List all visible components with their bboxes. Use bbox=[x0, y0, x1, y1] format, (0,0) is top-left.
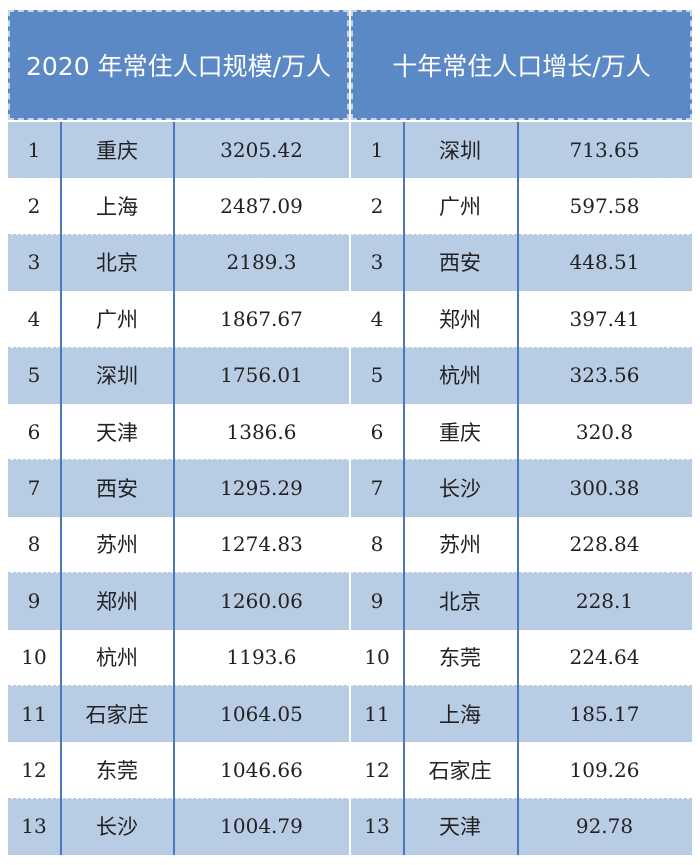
left-city-cell: 广州 bbox=[96, 307, 138, 332]
left-value-cell: 1193.6 bbox=[226, 645, 297, 670]
right-rank-cell: 8 bbox=[370, 532, 384, 557]
left-city-cell: 北京 bbox=[96, 251, 138, 276]
right-rank-cell: 10 bbox=[364, 645, 390, 670]
left-rank-cell: 11 bbox=[21, 701, 47, 726]
left-city-cell: 石家庄 bbox=[85, 702, 149, 727]
left-city-cell: 长沙 bbox=[96, 815, 138, 840]
right-city-cell: 苏州 bbox=[439, 533, 481, 558]
left-value-cell: 2487.09 bbox=[220, 194, 303, 219]
right-value-cell: 713.65 bbox=[569, 137, 640, 162]
right-city-cell: 长沙 bbox=[439, 477, 481, 502]
left-value-cell: 3205.42 bbox=[220, 137, 303, 162]
right-rank-cell: 3 bbox=[370, 250, 384, 275]
right-city-cell: 深圳 bbox=[439, 138, 481, 163]
right-header-title: 十年常住人口增长/万人 bbox=[351, 10, 692, 120]
right-city-cell: 重庆 bbox=[439, 420, 481, 445]
left-value-cell: 1064.05 bbox=[220, 701, 303, 726]
left-value-cell: 1004.79 bbox=[220, 814, 303, 839]
left-rank-cell: 9 bbox=[27, 588, 41, 613]
left-rank-cell: 10 bbox=[21, 645, 47, 670]
left-city-cell: 深圳 bbox=[96, 364, 138, 389]
right-rank-cell: 12 bbox=[364, 757, 390, 782]
left-rank-cell: 2 bbox=[27, 194, 41, 219]
right-rank-cell: 1 bbox=[370, 137, 384, 162]
left-rank-cell: 5 bbox=[27, 363, 41, 388]
right-value-cell: 224.64 bbox=[569, 645, 640, 670]
right-value-cell: 448.51 bbox=[569, 250, 640, 275]
left-rank-cell: 1 bbox=[27, 137, 41, 162]
left-value-cell: 1295.29 bbox=[220, 476, 303, 501]
left-header-title: 2020 年常住人口规模/万人 bbox=[8, 10, 349, 120]
right-rank-cell: 13 bbox=[364, 814, 390, 839]
left-rank-cell: 4 bbox=[27, 306, 41, 331]
right-rank-cell: 9 bbox=[370, 588, 384, 613]
right-value-cell: 320.8 bbox=[575, 419, 634, 444]
right-value-cell: 109.26 bbox=[569, 757, 640, 782]
column-divider bbox=[173, 122, 175, 855]
right-city-cell: 郑州 bbox=[439, 307, 481, 332]
right-city-cell: 北京 bbox=[439, 589, 481, 614]
left-rank-cell: 3 bbox=[27, 250, 41, 275]
left-city-cell: 苏州 bbox=[96, 533, 138, 558]
left-value-cell: 1386.6 bbox=[226, 419, 297, 444]
right-city-cell: 天津 bbox=[439, 815, 481, 840]
right-rank-cell: 11 bbox=[364, 701, 390, 726]
right-value-cell: 228.84 bbox=[569, 532, 640, 557]
left-rank-cell: 6 bbox=[27, 419, 41, 444]
right-city-cell: 石家庄 bbox=[428, 758, 492, 783]
left-value-cell: 1260.06 bbox=[220, 588, 303, 613]
left-city-cell: 天津 bbox=[96, 420, 138, 445]
right-value-cell: 397.41 bbox=[569, 306, 640, 331]
left-city-cell: 西安 bbox=[96, 477, 138, 502]
right-rank-cell: 2 bbox=[370, 194, 384, 219]
right-value-cell: 300.38 bbox=[569, 476, 640, 501]
right-rank-cell: 7 bbox=[370, 476, 384, 501]
left-rank-cell: 12 bbox=[21, 757, 47, 782]
left-value-cell: 1867.67 bbox=[220, 306, 303, 331]
left-city-cell: 上海 bbox=[96, 195, 138, 220]
left-city-cell: 杭州 bbox=[96, 646, 138, 671]
right-city-cell: 东莞 bbox=[439, 646, 481, 671]
left-value-cell: 1756.01 bbox=[220, 363, 303, 388]
column-divider bbox=[60, 122, 62, 855]
left-city-cell: 东莞 bbox=[96, 758, 138, 783]
left-rank-cell: 8 bbox=[27, 532, 41, 557]
right-value-cell: 323.56 bbox=[569, 363, 640, 388]
right-rank-cell: 5 bbox=[370, 363, 384, 388]
right-city-cell: 西安 bbox=[439, 251, 481, 276]
left-rank-cell: 13 bbox=[21, 814, 47, 839]
left-city-cell: 郑州 bbox=[96, 589, 138, 614]
left-value-cell: 2189.3 bbox=[226, 250, 297, 275]
right-rank-cell: 4 bbox=[370, 306, 384, 331]
right-city-cell: 广州 bbox=[439, 195, 481, 220]
left-city-cell: 重庆 bbox=[96, 138, 138, 163]
left-rank-cell: 7 bbox=[27, 476, 41, 501]
right-city-cell: 杭州 bbox=[439, 364, 481, 389]
column-divider bbox=[403, 122, 405, 855]
column-divider bbox=[517, 122, 519, 855]
right-value-cell: 92.78 bbox=[575, 814, 634, 839]
right-value-cell: 185.17 bbox=[569, 701, 640, 726]
table-row: 13 长沙 1004.79 13 天津 92.78 bbox=[8, 798, 692, 856]
right-value-cell: 228.1 bbox=[575, 588, 634, 613]
table-split-divider bbox=[349, 122, 351, 855]
right-rank-cell: 6 bbox=[370, 419, 384, 444]
left-value-cell: 1046.66 bbox=[220, 757, 303, 782]
right-city-cell: 上海 bbox=[439, 702, 481, 727]
right-value-cell: 597.58 bbox=[569, 194, 640, 219]
left-value-cell: 1274.83 bbox=[220, 532, 303, 557]
